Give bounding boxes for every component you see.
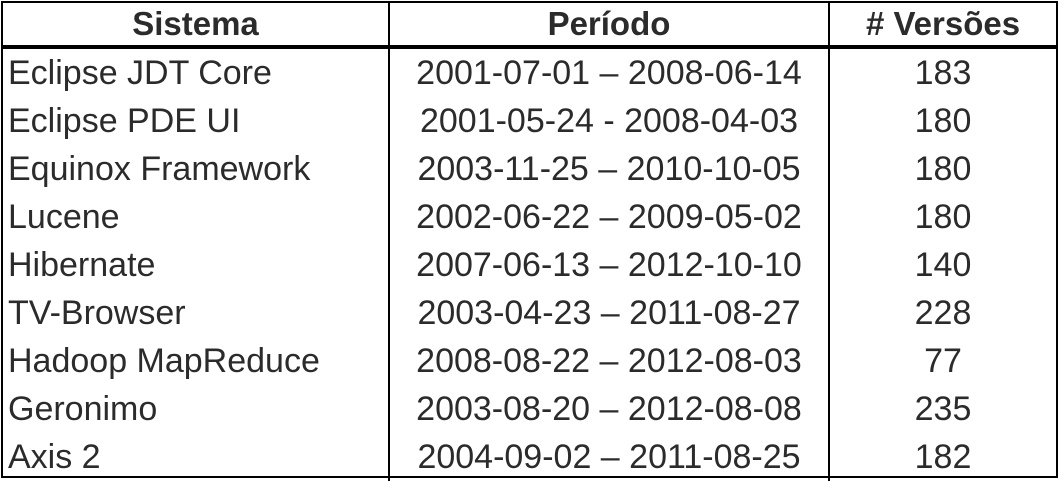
header-versions: # Versões <box>829 3 1056 49</box>
cell-versions: 228 <box>914 294 972 332</box>
cell-period: 2001-05-24 - 2008-04-03 <box>389 97 830 145</box>
cell-system: Equinox Framework <box>3 145 390 193</box>
header-row: Sistema Período # Versões <box>3 3 1056 49</box>
table-row: Eclipse JDT Core 2001-07-01 – 2008-06-14… <box>3 47 1056 97</box>
table-row: TV-Browser 2003-04-23 – 2011-08-27 228 <box>3 289 1056 337</box>
cell-versions: 182 <box>914 438 972 476</box>
table-row: Axis 2 2004-09-02 – 2011-08-25 182 <box>3 433 1056 481</box>
table-row: Lucene 2002-06-22 – 2009-05-02 180 <box>3 193 1056 241</box>
table-row: Geronimo 2003-08-20 – 2012-08-08 235 <box>3 385 1056 433</box>
table-row: Hadoop MapReduce 2008-08-22 – 2012-08-03… <box>3 337 1056 385</box>
table-row: Equinox Framework 2003-11-25 – 2010-10-0… <box>3 145 1056 193</box>
cell-system: Eclipse JDT Core <box>3 47 390 97</box>
cell-period: 2002-06-22 – 2009-05-02 <box>389 193 830 241</box>
header-period: Período <box>389 3 830 49</box>
table-header: Sistema Período # Versões <box>3 3 1056 49</box>
cell-versions: 77 <box>924 342 962 380</box>
cell-period: 2003-04-23 – 2011-08-27 <box>389 289 830 337</box>
header-system: Sistema <box>3 3 390 49</box>
cell-system: Lucene <box>3 193 390 241</box>
systems-table: Sistema Período # Versões Eclipse JDT Co… <box>3 3 1056 481</box>
cell-system: Eclipse PDE UI <box>3 97 390 145</box>
cell-versions: 140 <box>914 246 972 284</box>
table-body: Eclipse JDT Core 2001-07-01 – 2008-06-14… <box>3 47 1056 481</box>
cell-period: 2007-06-13 – 2012-10-10 <box>389 241 830 289</box>
cell-versions: 180 <box>914 150 972 188</box>
cell-system: Axis 2 <box>3 433 390 481</box>
table-row: Eclipse PDE UI 2001-05-24 - 2008-04-03 1… <box>3 97 1056 145</box>
cell-versions: 183 <box>914 54 972 92</box>
cell-versions: 180 <box>914 198 972 236</box>
cell-period: 2001-07-01 – 2008-06-14 <box>389 47 830 97</box>
cell-versions: 235 <box>914 390 972 428</box>
cell-period: 2003-11-25 – 2010-10-05 <box>389 145 830 193</box>
cell-system: TV-Browser <box>3 289 390 337</box>
cell-period: 2008-08-22 – 2012-08-03 <box>389 337 830 385</box>
cell-period: 2003-08-20 – 2012-08-08 <box>389 385 830 433</box>
cell-versions: 180 <box>914 102 972 140</box>
cell-system: Hadoop MapReduce <box>3 337 390 385</box>
cell-system: Hibernate <box>3 241 390 289</box>
table-row: Hibernate 2007-06-13 – 2012-10-10 140 <box>3 241 1056 289</box>
cell-system: Geronimo <box>3 385 390 433</box>
cell-period: 2004-09-02 – 2011-08-25 <box>389 433 830 481</box>
